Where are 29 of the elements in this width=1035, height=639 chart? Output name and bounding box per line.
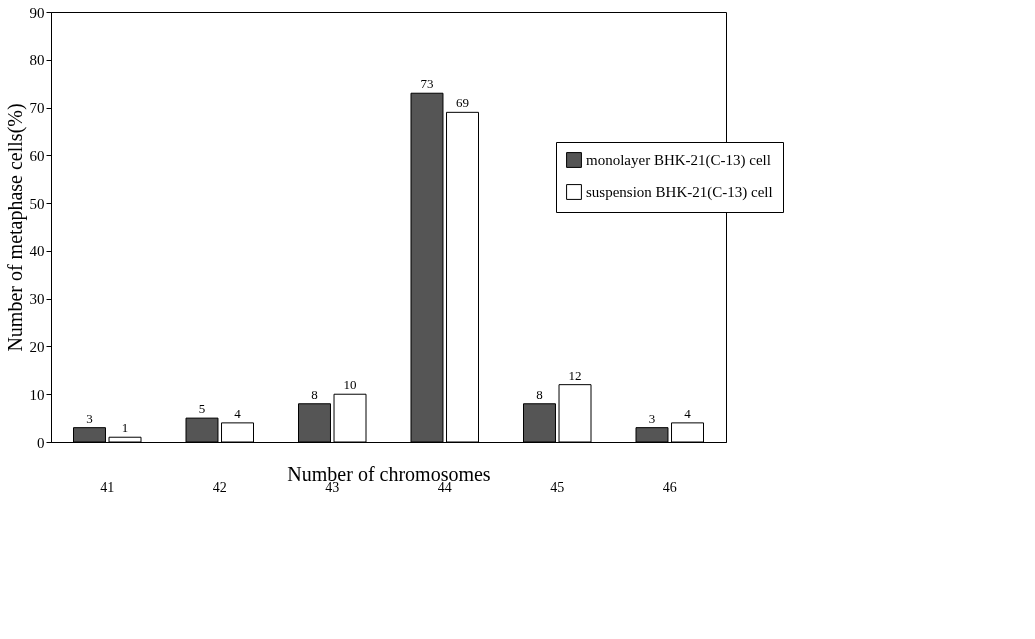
data-label: 10 <box>343 377 357 393</box>
y-tick-label: 40 <box>29 243 45 260</box>
legend-label: suspension BHK-21(C-13) cell <box>586 184 773 201</box>
data-label: 8 <box>311 386 318 402</box>
data-label: 73 <box>420 76 434 92</box>
y-tick-label: 60 <box>29 147 45 164</box>
y-tick-label: 70 <box>29 100 45 117</box>
data-label: 12 <box>568 367 582 383</box>
y-axis-title: Number of metaphase cells(%) <box>3 103 27 352</box>
x-tick-label: 45 <box>550 479 565 495</box>
y-tick-label: 10 <box>29 386 45 403</box>
y-tick-label: 20 <box>29 338 45 355</box>
x-tick-label: 41 <box>100 479 115 495</box>
data-label: 3 <box>86 410 93 426</box>
y-tick-label: 30 <box>29 291 45 308</box>
x-tick-label: 46 <box>662 479 677 495</box>
x-tick-label: 42 <box>212 479 227 495</box>
data-label: 4 <box>234 405 242 421</box>
data-label: 8 <box>536 386 543 402</box>
data-label: 3 <box>648 410 656 426</box>
y-tick-label: 80 <box>29 52 45 69</box>
data-label: 5 <box>198 401 206 417</box>
y-tick-label: 50 <box>29 195 45 212</box>
legend-label: monolayer BHK-21(C-13) cell <box>586 152 771 169</box>
data-label: 4 <box>684 405 692 421</box>
data-label: 69 <box>456 95 470 111</box>
y-tick-label: 0 <box>37 434 45 451</box>
y-tick-label: 90 <box>29 4 45 21</box>
data-label: 1 <box>121 420 129 436</box>
